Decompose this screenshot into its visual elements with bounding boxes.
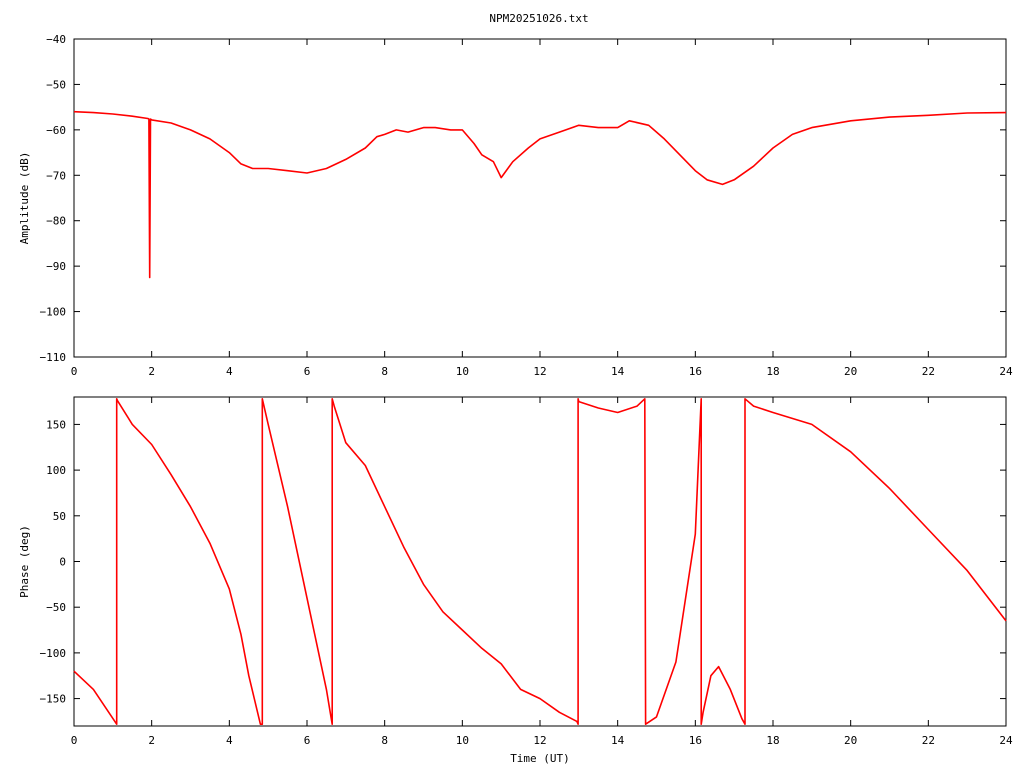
amplitude-series-line: [73, 110, 1007, 279]
amplitude-xtick-label: 6: [304, 365, 311, 378]
chart-title: NPM20251026.txt: [489, 12, 588, 25]
phase-ytick-label: −150: [40, 693, 67, 706]
phase-xtick-label: 18: [766, 734, 779, 747]
amplitude-xtick-label: 14: [611, 365, 625, 378]
amplitude-xtick-label: 22: [922, 365, 935, 378]
amplitude-xtick-label: 24: [999, 365, 1013, 378]
phase-ytick-label: 50: [53, 510, 66, 523]
amplitude-ylabel: Amplitude (dB): [18, 152, 31, 245]
amplitude-xtick-label: 12: [533, 365, 546, 378]
phase-xtick-label: 2: [148, 734, 155, 747]
amplitude-xtick-label: 20: [844, 365, 857, 378]
amplitude-xtick-label: 16: [689, 365, 702, 378]
phase-xtick-label: 0: [71, 734, 78, 747]
phase-xtick-label: 14: [611, 734, 625, 747]
phase-ytick-label: 150: [46, 418, 66, 431]
phase-xtick-label: 22: [922, 734, 935, 747]
phase-xtick-label: 10: [456, 734, 469, 747]
amplitude-ytick-label: −40: [46, 33, 66, 46]
amplitude-ytick-label: −60: [46, 124, 66, 137]
amplitude-ytick-label: −110: [40, 351, 67, 364]
amplitude-xtick-label: 2: [148, 365, 155, 378]
phase-xlabel: Time (UT): [510, 752, 570, 765]
amplitude-ytick-label: −50: [46, 78, 66, 91]
amplitude-ytick-label: −70: [46, 169, 66, 182]
phase-ytick-label: −50: [46, 601, 66, 614]
phase-ylabel: Phase (deg): [18, 525, 31, 598]
phase-series-line: [73, 397, 1007, 726]
amplitude-xtick-label: 0: [71, 365, 78, 378]
amplitude-xtick-label: 10: [456, 365, 469, 378]
phase-xtick-label: 16: [689, 734, 702, 747]
phase-xtick-label: 6: [304, 734, 311, 747]
phase-xtick-label: 4: [226, 734, 233, 747]
amplitude-ytick-label: −80: [46, 215, 66, 228]
amplitude-ytick-label: −90: [46, 260, 66, 273]
amplitude-xtick-label: 18: [766, 365, 779, 378]
phase-ytick-label: 0: [59, 556, 66, 569]
amplitude-ytick-label: −100: [40, 306, 67, 319]
amplitude-xtick-label: 4: [226, 365, 233, 378]
phase-xtick-label: 8: [381, 734, 388, 747]
phase-ytick-label: 100: [46, 464, 66, 477]
phase-xtick-label: 12: [533, 734, 546, 747]
amplitude-xtick-label: 8: [381, 365, 388, 378]
phase-ytick-label: −100: [40, 647, 67, 660]
phase-xtick-label: 20: [844, 734, 857, 747]
phase-xtick-label: 24: [999, 734, 1013, 747]
